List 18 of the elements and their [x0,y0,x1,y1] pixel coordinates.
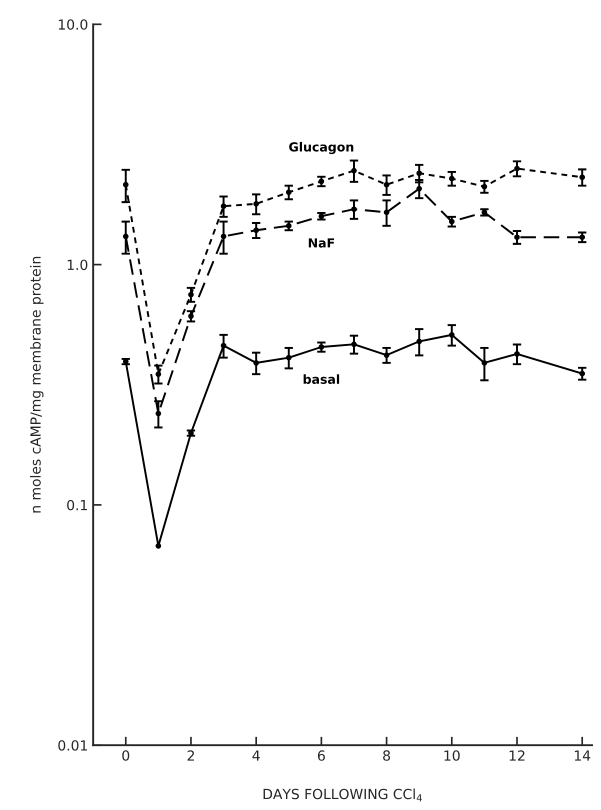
x-tick-label: 10 [444,750,460,761]
y-tick-label: 10.0 [58,19,88,30]
x-tick-label: 0 [122,750,130,761]
y-tick-label: 1.0 [68,260,88,270]
x-tick-label: 6 [318,750,325,761]
x-tick-label: 12 [510,750,524,761]
point [156,543,162,549]
y-tick-label: 0.1 [67,500,88,510]
x-tick-label: 2 [188,750,194,761]
series-label: basal [304,374,340,384]
y-tick-label: 0.01 [58,740,88,751]
series-label: NaF [308,238,334,248]
x-axis-title: DAYS FOLLOWING CCl$_{4}$ [264,788,422,802]
y-axis-title: n moles cAMP/mg membrane protein [30,256,44,512]
x-tick-label: 4 [252,750,260,761]
x-tick-label: 8 [383,750,390,761]
x-tick-label: 14 [574,750,590,761]
series-label: Glucagon [289,142,354,154]
